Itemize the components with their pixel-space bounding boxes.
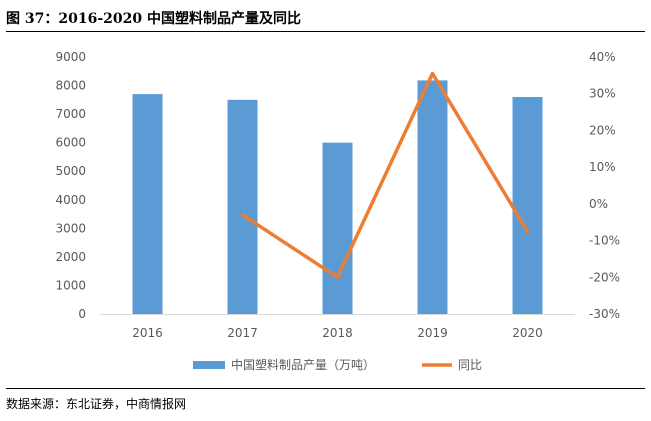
axes-layer: 0 1000 2000 3000 4000 5000 6000 7000 8000 9000 -30… bbox=[55, 50, 620, 340]
bars-layer bbox=[132, 80, 543, 314]
right-axis-tick-label: -10% bbox=[589, 234, 620, 248]
left-axis-tick-label: 7000 bbox=[55, 107, 86, 121]
yoy-point-2020 bbox=[526, 229, 529, 233]
left-axis-tick-label: 5000 bbox=[55, 164, 86, 178]
bar-2017 bbox=[227, 99, 258, 314]
right-axis-tick-label: 40% bbox=[589, 50, 616, 64]
right-axis-tick-label: 0% bbox=[589, 197, 608, 211]
left-axis-tick-label: 3000 bbox=[55, 221, 86, 235]
yoy-point-2019 bbox=[431, 72, 434, 76]
bar-2019 bbox=[417, 80, 448, 314]
yoy-line bbox=[240, 71, 530, 280]
x-axis-tick-label: 2020 bbox=[512, 326, 543, 340]
left-axis-tick-label: 4000 bbox=[55, 193, 86, 207]
source-rule bbox=[6, 388, 645, 389]
figure-title: 图 37：2016-2020 中国塑料制品产量及同比 bbox=[6, 11, 301, 27]
yoy-point-2017 bbox=[241, 213, 244, 217]
bar-2020 bbox=[512, 96, 543, 314]
legend-label-yoy: 同比 bbox=[458, 358, 482, 372]
source-note: 数据来源：东北证券，中商情报网 bbox=[6, 397, 187, 411]
x-axis-tick-label: 2018 bbox=[322, 326, 353, 340]
x-axis-tick-label: 2016 bbox=[132, 326, 163, 340]
bar-2018 bbox=[322, 142, 353, 314]
right-axis-tick-label: 10% bbox=[589, 160, 616, 174]
left-axis-tick-label: 9000 bbox=[55, 50, 86, 64]
x-axis-tick-label: 2017 bbox=[227, 326, 258, 340]
line-layer bbox=[240, 71, 530, 280]
right-axis-tick-label: 20% bbox=[589, 123, 616, 137]
left-axis-tick-label: 6000 bbox=[55, 136, 86, 150]
right-axis-tick-label: -30% bbox=[589, 307, 620, 321]
left-axis-tick-label: 2000 bbox=[55, 250, 86, 264]
legend: 中国塑料制品产量（万吨） 同比 bbox=[193, 357, 482, 372]
legend-swatch-production bbox=[193, 361, 225, 369]
left-axis-tick-label: 0 bbox=[78, 307, 86, 321]
left-axis-tick-label: 1000 bbox=[55, 278, 86, 292]
x-axis-tick-label: 2019 bbox=[417, 326, 448, 340]
bar-2016 bbox=[132, 94, 163, 314]
right-axis-tick-label: -20% bbox=[589, 270, 620, 284]
yoy-point-2018 bbox=[336, 275, 339, 279]
title-rule bbox=[6, 31, 645, 32]
right-axis-tick-label: 30% bbox=[589, 87, 616, 101]
left-axis-tick-label: 8000 bbox=[55, 79, 86, 93]
legend-label-production: 中国塑料制品产量（万吨） bbox=[231, 357, 375, 372]
